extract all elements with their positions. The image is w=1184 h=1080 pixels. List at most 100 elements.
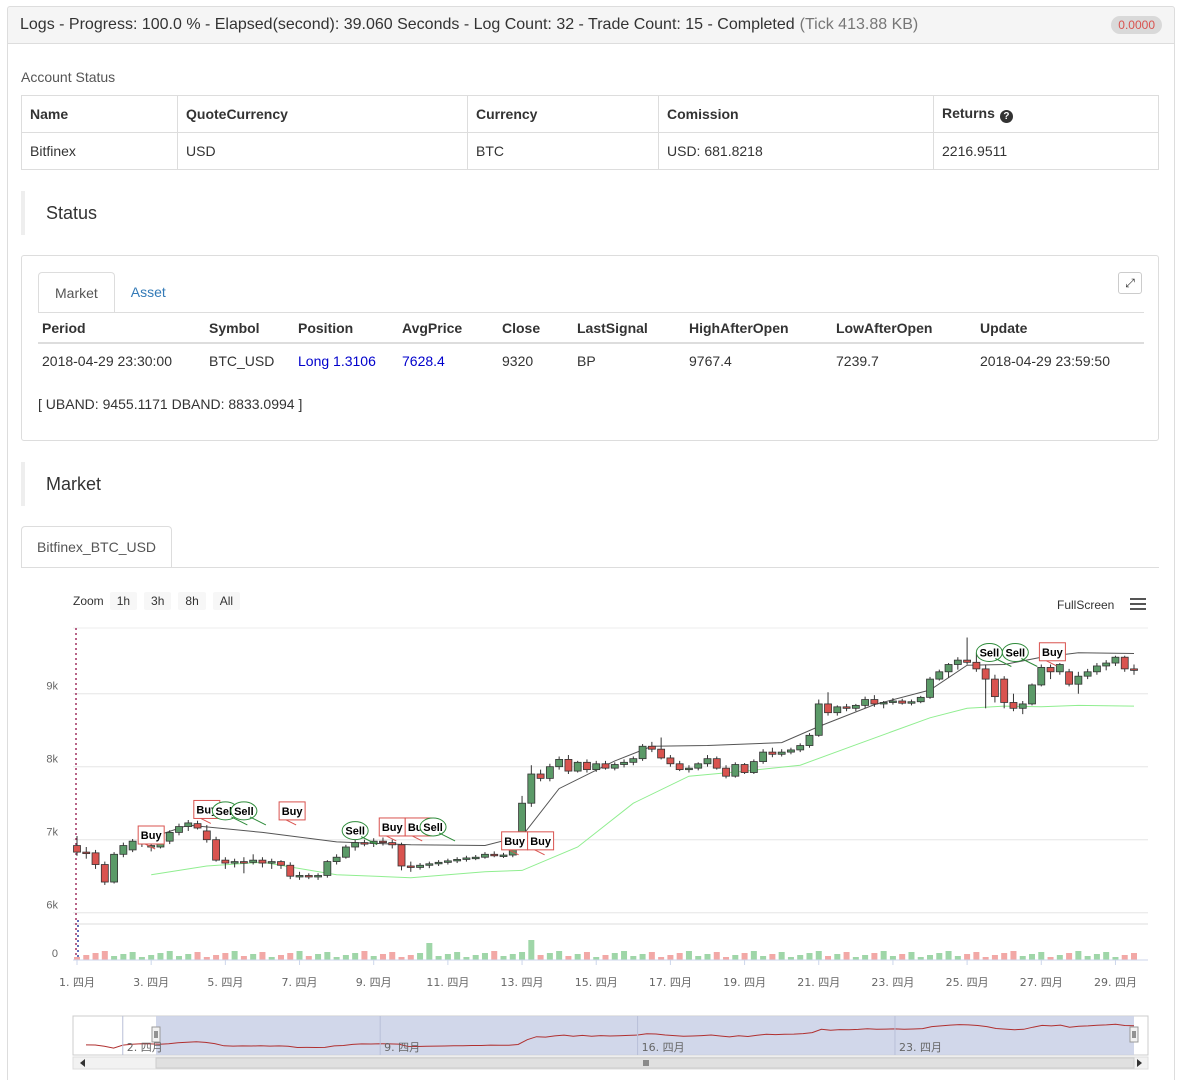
volume-bar xyxy=(565,956,572,960)
volume-bar xyxy=(574,954,581,960)
x-tick-label: 9. 四月 xyxy=(356,976,392,989)
volume-bar xyxy=(1047,957,1054,960)
x-tick-label: 5. 四月 xyxy=(207,976,243,989)
candle-body xyxy=(471,856,480,860)
candle-body xyxy=(406,865,415,868)
candle-body xyxy=(963,659,972,663)
cell-lowafteropen: 7239.7 xyxy=(836,352,879,369)
band-values: [ UBAND: 9455.1171 DBAND: 8833.0994 ] xyxy=(38,396,303,412)
zoom-8h-button[interactable]: 8h xyxy=(178,592,206,610)
candle-body xyxy=(221,859,230,864)
signal-label: Sell xyxy=(980,648,1000,660)
x-tick-label: 3. 四月 xyxy=(133,976,169,989)
candle-body xyxy=(416,864,424,868)
candle-body xyxy=(842,706,851,709)
lower-band-line xyxy=(151,704,1135,879)
volume-bar xyxy=(732,955,739,960)
x-tick-label: 13. 四月 xyxy=(501,976,544,989)
col-update: Update xyxy=(976,313,1144,344)
returns-label: Returns xyxy=(942,105,995,121)
zoom-3h-button[interactable]: 3h xyxy=(144,592,172,610)
volume-bar xyxy=(880,951,887,960)
zoom-1h-button[interactable]: 1h xyxy=(109,592,138,610)
signal-label: Buy xyxy=(1042,647,1064,659)
tab-asset[interactable]: Asset xyxy=(130,284,166,300)
volume-bar xyxy=(658,957,665,960)
volume-bar xyxy=(194,952,201,960)
candle-body xyxy=(583,761,591,771)
x-tick-label: 17. 四月 xyxy=(649,976,692,989)
chart-grid xyxy=(73,627,1148,960)
tab-market[interactable]: Market xyxy=(38,272,115,313)
candle-body xyxy=(703,758,712,765)
candle-body xyxy=(536,773,545,779)
volume-bar xyxy=(398,957,405,960)
x-tick-label: 27. 四月 xyxy=(1020,976,1063,989)
account-status-title: Account Status xyxy=(21,69,116,85)
x-tick-label: 7. 四月 xyxy=(282,976,318,989)
scrollbar-thumb xyxy=(155,1057,1135,1069)
candle-body xyxy=(657,748,666,759)
zoom-all-button[interactable]: All xyxy=(212,592,241,610)
help-icon[interactable]: ? xyxy=(999,110,1013,123)
navigator-handle xyxy=(151,1026,161,1043)
candle-body xyxy=(360,842,369,845)
expand-button[interactable]: ⤢ xyxy=(1118,272,1142,294)
volume-bar xyxy=(361,951,368,960)
table-row: Bitfinex USD BTC USD: 681.8218 2216.9511 xyxy=(21,132,1159,170)
volume-bar xyxy=(407,955,414,960)
volume-bar xyxy=(852,957,859,960)
col-close: Close xyxy=(498,313,573,344)
candle-body xyxy=(768,751,777,755)
col-lowafteropen: LowAfterOpen xyxy=(832,313,976,344)
buy-signal-pointer xyxy=(200,818,212,824)
volume-bar xyxy=(936,953,943,960)
volume-bar xyxy=(148,955,155,960)
candle-body xyxy=(740,764,749,773)
candle-body xyxy=(425,863,434,866)
volume-bar xyxy=(685,951,692,960)
hamburger-menu-icon[interactable] xyxy=(1130,598,1146,611)
candle-body xyxy=(907,701,916,704)
candle-body xyxy=(749,761,758,773)
signal-label: Sell xyxy=(1006,648,1026,660)
cell-close: 9320 xyxy=(502,352,534,369)
x-tick-label: 19. 四月 xyxy=(723,976,766,989)
candle-body xyxy=(212,839,220,861)
candle-body xyxy=(490,853,499,857)
navigator[interactable]: 2. 四月 9. 四月 16. 四月 23. 四月 xyxy=(72,1015,1149,1070)
candle-body xyxy=(573,761,582,772)
volume-bar xyxy=(769,954,776,960)
volume-bar xyxy=(352,953,359,960)
volume-bar xyxy=(1121,955,1128,960)
volume-bar xyxy=(778,952,785,960)
volume-bar xyxy=(277,955,284,960)
volume-bar xyxy=(1029,954,1036,960)
volume-bar xyxy=(630,956,637,960)
candle-body xyxy=(175,826,183,833)
scroll-right-arrow-icon xyxy=(1137,1059,1142,1067)
volume-bar xyxy=(500,956,507,960)
candle-body xyxy=(610,764,619,769)
buy-signal-box xyxy=(137,825,165,845)
candle-body xyxy=(694,763,703,769)
volume-bar xyxy=(1066,953,1073,960)
candle-body xyxy=(824,703,832,714)
navigator-tick-label: 16. 四月 xyxy=(642,1041,685,1054)
content-frame xyxy=(7,44,1175,1080)
x-tick-label: 23. 四月 xyxy=(871,976,914,989)
volume-bar xyxy=(1019,956,1026,960)
candle-body xyxy=(1018,703,1027,709)
candle-body xyxy=(972,661,981,670)
col-avgprice: AvgPrice xyxy=(398,313,498,344)
candle-body xyxy=(1037,667,1046,686)
x-tick-label: 15. 四月 xyxy=(575,976,618,989)
candle-body xyxy=(267,861,276,864)
scroll-left-arrow-icon xyxy=(80,1059,85,1067)
fullscreen-button[interactable]: FullScreen xyxy=(1057,598,1115,612)
tab-bitfinex-btc-usd[interactable]: Bitfinex_BTC_USD xyxy=(21,526,173,568)
signal-label: Buy xyxy=(141,830,163,842)
sell-signal-ellipse xyxy=(1001,643,1029,662)
cell-avgprice: 7628.4 xyxy=(402,352,445,369)
